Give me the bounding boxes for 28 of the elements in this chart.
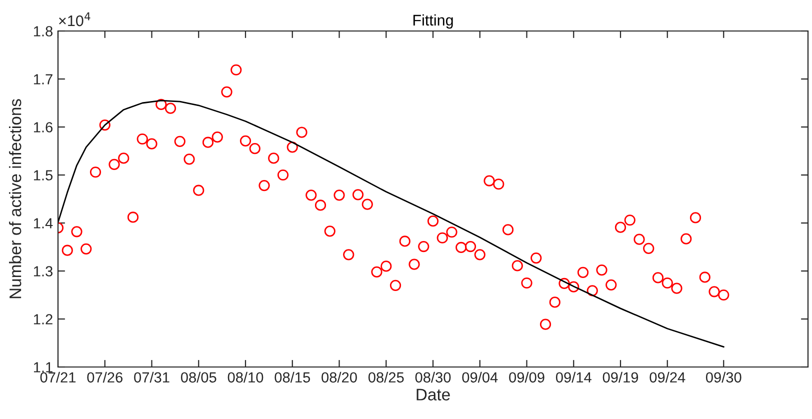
x-tick-label: 08/10: [228, 372, 264, 383]
y-tick-label: 1.5: [34, 170, 53, 180]
x-tick-label: 07/26: [87, 372, 122, 383]
y-tick-label: 1.1: [34, 362, 52, 372]
text: ×10$^{4}$: [59, 12, 90, 26]
y-tick-label: 1.3: [34, 266, 52, 276]
x-tick-label: 09/09: [509, 372, 544, 383]
y-tick-label: 1.4: [34, 218, 53, 228]
x-tick-label: 08/05: [180, 372, 216, 383]
line-series: [58, 100, 724, 348]
x-tick-label: 09/04: [462, 372, 498, 383]
x-tick-label: 09/19: [602, 372, 638, 383]
x-tick-label: 09/30: [706, 372, 742, 383]
x-tick-label: 07/21: [40, 372, 76, 383]
y-tick-label: 1.6: [34, 122, 52, 132]
chart-title: Fitting: [413, 14, 453, 29]
x-axis-title: Date: [416, 388, 450, 400]
y-tick-label: 1.7: [34, 74, 52, 84]
x-tick-label: 07/31: [134, 372, 170, 383]
y-tick-label: 1.2: [34, 314, 52, 324]
y-axis-title: Number of active infections: [9, 99, 22, 298]
x-tick-label: 09/24: [650, 372, 686, 383]
x-tick-label: 08/30: [415, 372, 451, 383]
y-tick-label: 1.8: [34, 26, 53, 36]
x-tick-label: 08/25: [368, 372, 404, 383]
x-tick-label: 08/15: [274, 372, 310, 383]
x-tick-label: 09/14: [556, 372, 592, 383]
x-tick-label: 08/20: [322, 372, 357, 383]
